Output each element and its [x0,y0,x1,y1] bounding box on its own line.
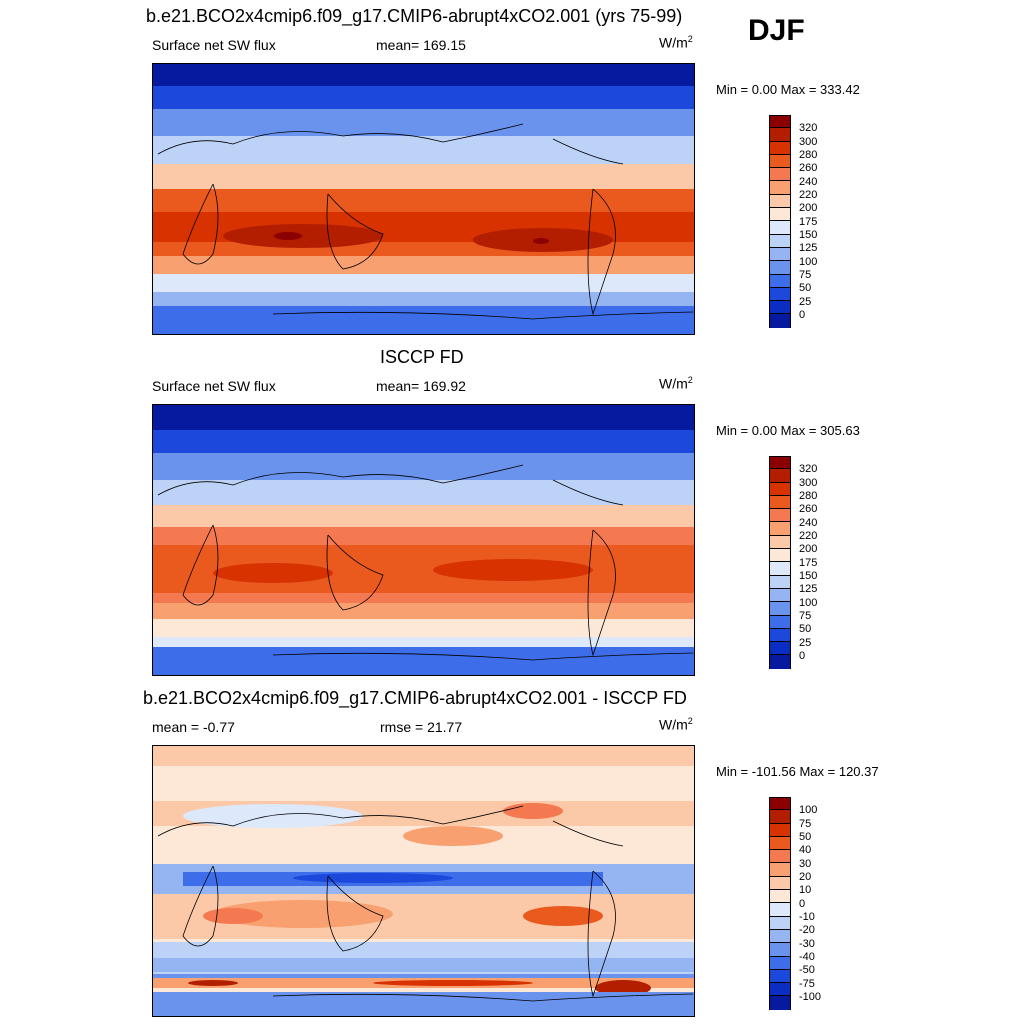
colorbar-tick-label: 280 [799,490,818,502]
colorbar-tick-label: 150 [799,229,818,241]
panel3-units: W/m2 [659,716,693,733]
panel2-mean-label: mean= 169.92 [376,378,466,394]
colorbar-tick-label: 240 [799,176,818,188]
colorbar-tick-label: 100 [799,804,818,816]
colorbar-tick-label: 20 [799,871,812,883]
colorbar-tick-label: 50 [799,282,812,294]
panel1-colorbar [769,115,791,328]
colorbar-tick-label: 200 [799,202,818,214]
colorbar-tick-label: 300 [799,477,818,489]
panel2-map [152,404,695,676]
colorbar-tick-label: 200 [799,543,818,555]
panel1-mean-label: mean= 169.15 [376,37,466,53]
colorbar-tick-label: 220 [799,530,818,542]
panel2-colorbar [769,456,791,669]
colorbar-tick-label: 320 [799,122,818,134]
colorbar-tick-label: 0 [799,650,806,662]
panel3-minmax: Min = -101.56 Max = 120.37 [716,764,879,779]
colorbar-tick-label: 240 [799,517,818,529]
colorbar-tick-label: -75 [799,978,815,990]
colorbar-tick-label: 25 [799,296,812,308]
panel2-minmax: Min = 0.00 Max = 305.63 [716,423,860,438]
colorbar-tick-label: 175 [799,216,818,228]
colorbar-tick-label: 300 [799,136,818,148]
colorbar-tick-label: 320 [799,463,818,475]
panel3-rmse-label: rmse = 21.77 [380,719,463,735]
panel1-units: W/m2 [659,34,693,51]
panel1-minmax: Min = 0.00 Max = 333.42 [716,82,860,97]
panel1-map [152,63,695,335]
colorbar-tick-label: 25 [799,637,812,649]
colorbar-tick-label: -20 [799,924,815,936]
colorbar-tick-label: 10 [799,884,812,896]
colorbar-tick-label: 30 [799,858,812,870]
panel3-mean-label: mean = -0.77 [152,719,235,735]
colorbar-tick-label: -10 [799,911,815,923]
colorbar-tick-label: -100 [799,991,822,1003]
panel3-title: b.e21.BCO2x4cmip6.f09_g17.CMIP6-abrupt4x… [143,688,687,708]
panel2-title: ISCCP FD [380,347,464,367]
colorbar-tick-label: 100 [799,597,818,609]
colorbar-tick-label: 75 [799,269,812,281]
panel1-title: b.e21.BCO2x4cmip6.f09_g17.CMIP6-abrupt4x… [146,6,683,26]
colorbar-tick-label: 280 [799,149,818,161]
colorbar-tick-label: 125 [799,583,818,595]
colorbar-tick-label: 125 [799,242,818,254]
season-label: DJF [748,14,805,47]
colorbar-tick-label: 150 [799,570,818,582]
colorbar-tick-label: 40 [799,844,812,856]
panel1-variable-label: Surface net SW flux [152,37,276,53]
colorbar-tick-label: -50 [799,964,815,976]
panel2-variable-label: Surface net SW flux [152,378,276,394]
colorbar-tick-label: 0 [799,309,806,321]
colorbar-tick-label: 100 [799,256,818,268]
panel3-colorbar [769,797,791,1010]
panel3-map [152,745,695,1017]
colorbar-tick-label: 75 [799,818,812,830]
colorbar-tick-label: 50 [799,623,812,635]
colorbar-tick-label: 260 [799,503,818,515]
colorbar-tick-label: 260 [799,162,818,174]
colorbar-tick-label: -40 [799,951,815,963]
colorbar-tick-label: 50 [799,831,812,843]
colorbar-tick-label: 0 [799,898,806,910]
colorbar-tick-label: -30 [799,938,815,950]
colorbar-tick-label: 75 [799,610,812,622]
colorbar-tick-label: 220 [799,189,818,201]
colorbar-tick-label: 175 [799,557,818,569]
panel2-units: W/m2 [659,375,693,392]
